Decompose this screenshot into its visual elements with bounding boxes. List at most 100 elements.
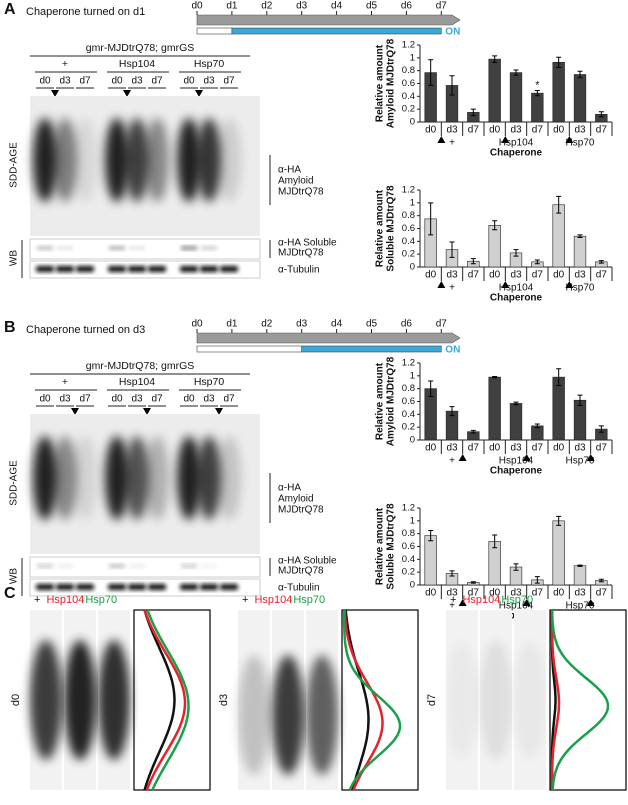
y-tick-label: 0.4 <box>402 409 415 420</box>
lane-label: d3 <box>203 76 215 87</box>
x-tick-label: d7 <box>532 588 544 599</box>
lane-smear <box>480 640 512 760</box>
onset-marker <box>522 599 531 606</box>
wb-strip <box>29 556 261 578</box>
onset-marker <box>565 281 574 288</box>
blot-label: α-HA Soluble <box>278 238 337 249</box>
wb-band <box>37 564 53 568</box>
blot-label: α-Tubulin <box>278 265 320 276</box>
annotation: * <box>535 79 540 91</box>
group-label: Hsp104 <box>499 456 534 467</box>
lane-label: d7 <box>223 394 235 405</box>
tubulin-band <box>76 584 94 590</box>
blot-label: α-HA <box>278 483 301 494</box>
y-tick-label: 0 <box>410 262 415 273</box>
blot-smear <box>53 118 77 202</box>
group-label: Hsp70 <box>566 601 595 612</box>
x-axis-label: Chaperone <box>490 466 543 477</box>
y-axis-label: Relative amount <box>375 44 386 122</box>
timeline-label: d4 <box>331 319 343 330</box>
onset-marker <box>586 599 595 606</box>
tubulin-strip <box>29 578 261 597</box>
onset-marker <box>458 454 467 461</box>
panel-title: Chaperone turned on d1 <box>26 6 145 18</box>
x-tick-label: d0 <box>553 588 565 599</box>
group-label: + <box>62 376 68 388</box>
tubulin-band <box>180 584 198 590</box>
x-tick-label: d3 <box>574 270 586 281</box>
timeline-label: d1 <box>226 319 238 330</box>
on-label: ON <box>445 345 460 356</box>
group-label: Hsp70 <box>566 138 595 149</box>
x-tick-label: d0 <box>425 443 437 454</box>
group-label: Hsp70 <box>566 456 595 467</box>
lane-label: d7 <box>151 76 163 87</box>
lane-label: d3 <box>131 76 143 87</box>
blot-smear <box>217 118 241 202</box>
x-tick-label: d0 <box>425 270 437 281</box>
error-bar <box>428 202 434 236</box>
error-bar <box>513 401 519 406</box>
x-tick-label: d3 <box>574 588 586 599</box>
onset-marker <box>143 408 151 415</box>
blot-label: MJDtrQ78 <box>278 566 324 577</box>
blot-smear <box>217 436 241 520</box>
profile-box <box>133 609 211 791</box>
error-bar <box>598 578 604 583</box>
profile-curve <box>344 609 370 791</box>
y-tick-label: 0.6 <box>402 396 415 407</box>
timeline-label: d6 <box>401 1 413 12</box>
profile-box <box>341 609 419 791</box>
timeline-label: d7 <box>436 319 448 330</box>
x-tick-label: d0 <box>553 125 565 136</box>
profile-curve <box>343 609 384 791</box>
x-tick-label: d3 <box>446 443 458 454</box>
onset-marker <box>522 454 531 461</box>
wb-band <box>181 246 197 250</box>
blot-label: MJDtrQ78 <box>278 248 324 259</box>
lane-smear <box>30 640 62 760</box>
lane-legend: Hsp104 <box>462 594 500 606</box>
error-bar <box>470 258 476 265</box>
group-label: Hsp70 <box>566 283 595 294</box>
group-label: + <box>449 138 455 149</box>
wb-strip <box>29 238 261 260</box>
x-tick-label: d3 <box>510 588 522 599</box>
error-bar <box>556 56 562 68</box>
onset-marker <box>51 90 59 97</box>
error-bar <box>428 529 434 542</box>
panel-label: C <box>4 585 16 602</box>
error-bar <box>534 259 540 265</box>
y-tick-label: 0.6 <box>402 541 415 552</box>
group-label: + <box>449 283 455 294</box>
tubulin-band <box>148 266 166 272</box>
y-axis-label: Amyloid MJDtrQ78 <box>386 38 397 128</box>
x-tick-label: d7 <box>468 270 480 281</box>
x-tick-label: d7 <box>532 443 544 454</box>
day-label: d0 <box>10 694 22 706</box>
error-bar <box>428 380 434 397</box>
group-label: Hsp104 <box>499 283 534 294</box>
group-label: Hsp104 <box>499 138 534 149</box>
tubulin-band <box>108 266 126 272</box>
x-tick-label: d0 <box>425 125 437 136</box>
timeline-arrow <box>196 332 461 344</box>
wb-band <box>37 246 53 250</box>
tubulin-band <box>200 266 218 272</box>
lane-smear <box>514 640 546 760</box>
timeline-label: d0 <box>191 319 203 330</box>
bar <box>573 399 587 441</box>
blot-smear <box>33 118 57 202</box>
onset-marker <box>71 408 79 415</box>
genotype: gmr-MJDtrQ78; gmrGS <box>86 360 195 372</box>
group-label: Hsp104 <box>499 601 534 612</box>
timeline-label: d5 <box>366 319 378 330</box>
tubulin-strip <box>29 260 261 279</box>
x-tick-label: d7 <box>532 125 544 136</box>
blot-smear <box>145 118 169 202</box>
group-label: Hsp104 <box>119 376 155 388</box>
error-bar <box>513 249 519 257</box>
blot-label: α-HA <box>278 165 301 176</box>
onset-marker <box>586 454 595 461</box>
timeline-label: d1 <box>226 1 238 12</box>
